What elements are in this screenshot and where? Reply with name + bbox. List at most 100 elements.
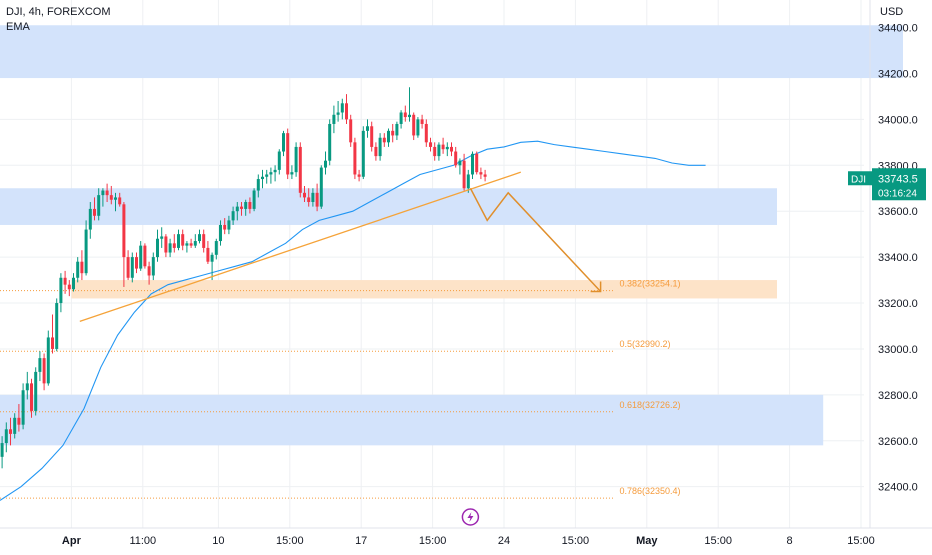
candle-body-56 [235, 206, 239, 212]
candle-body-18 [76, 261, 80, 278]
trendline [79, 171, 522, 323]
candle-body-27 [114, 197, 117, 200]
countdown-label: 03:16:24 [878, 188, 917, 199]
candle-body-62 [261, 176, 264, 180]
candle-body-81 [340, 103, 344, 113]
candle-body-84 [353, 142, 357, 175]
time-tick-4: 17 [355, 535, 367, 547]
indicator-label[interactable]: EMA [6, 21, 30, 33]
candle-body-106 [445, 146, 449, 150]
candle-body-17 [72, 277, 75, 290]
ema-path [0, 140, 706, 501]
time-tick-10: 8 [787, 535, 793, 547]
candle-body-69 [290, 172, 294, 175]
time-tick-1: 11:00 [129, 535, 156, 547]
candle-body-32 [135, 257, 138, 269]
fibonacci-levels: 0.382(33254.1) 0.5(32990.2) 0.618(32726.2)… [0, 279, 681, 499]
candle-body-102 [429, 142, 432, 147]
candle-body-15 [63, 277, 67, 285]
candle-body-59 [248, 202, 252, 209]
candle-body-13 [55, 303, 59, 349]
price-tick-1: 34200.0 [878, 68, 918, 80]
candle-body-104 [437, 144, 441, 157]
candle-body-3 [13, 417, 17, 434]
candle-body-87 [366, 126, 369, 131]
candle-body-43 [181, 234, 185, 246]
candle-body-70 [294, 146, 298, 173]
candle-body-63 [265, 174, 269, 177]
candle-body-88 [370, 126, 374, 147]
candle-body-99 [416, 119, 420, 136]
candle-body-61 [256, 179, 260, 191]
candles [0, 87, 487, 469]
last-price-label: 33743.5 [878, 173, 918, 185]
candle-body-75 [315, 192, 319, 207]
candle-body-53 [223, 224, 227, 230]
currency-label[interactable]: USD [880, 6, 904, 18]
candle-body-74 [311, 192, 315, 203]
candle-body-19 [80, 261, 84, 274]
candle-body-80 [336, 112, 340, 115]
candle-body-20 [84, 229, 88, 274]
candle-body-96 [403, 112, 407, 118]
support-resistance-zones [0, 25, 904, 446]
candle-body-44 [185, 243, 189, 246]
price-tick-5: 33400.0 [878, 252, 918, 264]
candle-body-26 [109, 195, 113, 200]
fib-label-1: 0.5(32990.2) [620, 339, 671, 349]
time-tick-7: 15:00 [562, 535, 590, 547]
candle-body-31 [130, 257, 134, 278]
candle-body-6 [25, 383, 29, 391]
candle-body-52 [219, 224, 222, 242]
drawings [79, 171, 602, 323]
candle-body-95 [399, 112, 403, 124]
candle-body-33 [139, 245, 143, 269]
candle-body-45 [189, 243, 193, 246]
fib-label-2: 0.618(32726.2) [620, 400, 681, 410]
candle-body-58 [244, 202, 248, 209]
fib-label-3: 0.786(32350.4) [620, 486, 681, 496]
candle-body-103 [433, 146, 437, 157]
candle-body-21 [88, 208, 92, 230]
price-tick-9: 32600.0 [878, 436, 918, 448]
symbol-title[interactable]: DJI, 4h, FOREXCOM [6, 6, 111, 18]
candle-body-7 [30, 383, 33, 411]
candle-body-8 [34, 371, 38, 411]
candle-body-68 [286, 133, 290, 175]
time-tick-3: 15:00 [276, 535, 304, 547]
candle-body-11 [46, 337, 50, 384]
candle-body-36 [151, 257, 155, 276]
candle-body-91 [382, 137, 386, 143]
projection-path [469, 187, 602, 293]
candle-body-10 [42, 358, 46, 384]
candle-body-30 [126, 257, 130, 278]
ticker-label: DJI [851, 174, 866, 185]
demand-zone-2 [0, 394, 824, 446]
candle-body-73 [307, 197, 311, 203]
candle-body-34 [143, 245, 147, 267]
candle-body-98 [412, 114, 416, 136]
candle-body-83 [349, 119, 353, 143]
candle-body-86 [361, 130, 365, 177]
candle-body-114 [479, 172, 483, 175]
time-tick-9: 15:00 [704, 535, 732, 547]
candle-body-100 [420, 119, 424, 124]
time-tick-11: 15:00 [847, 535, 875, 547]
candle-body-28 [118, 197, 122, 205]
candle-body-107 [450, 146, 453, 152]
candle-body-57 [240, 206, 243, 209]
ema-line [0, 140, 706, 501]
candle-body-111 [466, 174, 470, 189]
candle-body-115 [483, 174, 487, 177]
candle-body-112 [471, 153, 474, 175]
candle-body-60 [252, 190, 256, 209]
candle-body-14 [59, 277, 63, 304]
time-tick-8: May [636, 535, 658, 547]
projection-arrowhead [590, 281, 602, 293]
candle-body-23 [97, 195, 101, 216]
candle-body-113 [475, 153, 479, 173]
candle-body-47 [198, 234, 201, 242]
